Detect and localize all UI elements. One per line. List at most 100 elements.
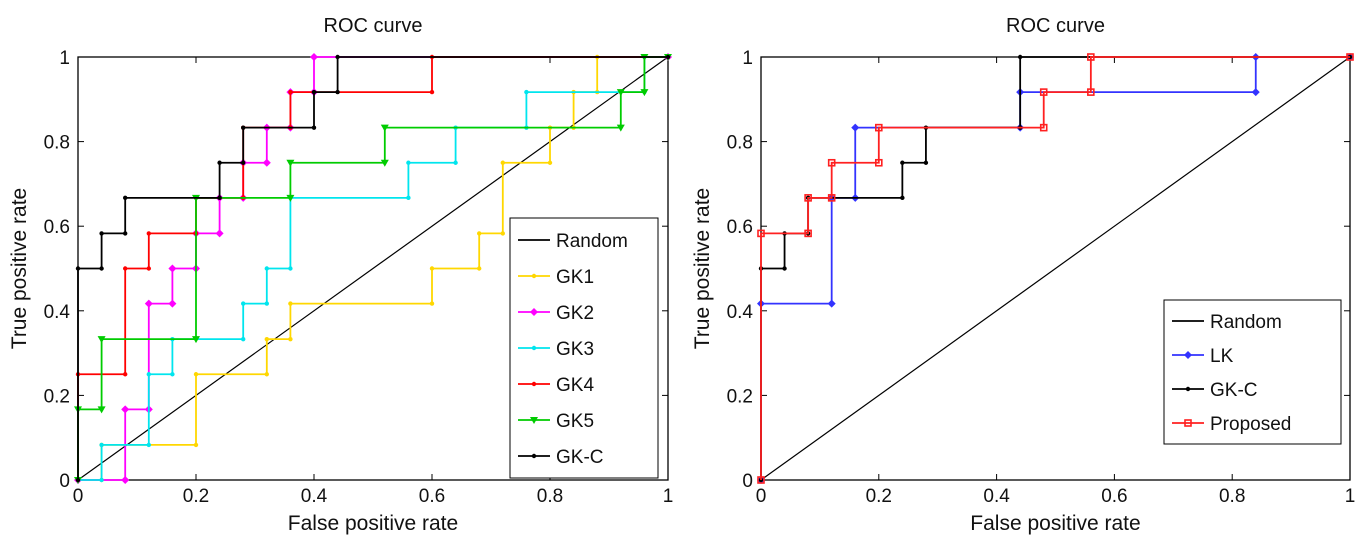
- data-point-gk-c: [311, 125, 317, 130]
- data-point-lk: [851, 123, 860, 132]
- data-point-gk-c: [123, 195, 128, 201]
- legend-entry-random: Random: [518, 231, 628, 252]
- y-tick-label: 0: [59, 471, 70, 492]
- legend-marker: [530, 417, 538, 424]
- legend-marker: [530, 308, 538, 316]
- x-axis-label: False positive rate: [970, 512, 1140, 535]
- legend-marker: [531, 273, 537, 279]
- data-point-gk5: [616, 124, 625, 132]
- roc-chart-right: 0 0.2 0.4 0.6 0.8 1 0 0.2 0.4 0.6 0.8 1 ROC curve Fal…: [691, 15, 1355, 535]
- data-point-gk5: [97, 336, 106, 344]
- data-point-gk5: [380, 124, 389, 132]
- data-point-gk5: [380, 159, 389, 167]
- data-point-gk2: [144, 299, 153, 308]
- data-point-gk4: [123, 266, 128, 271]
- data-point-proposed: [827, 194, 836, 202]
- y-tick-label: 0.4: [727, 302, 754, 323]
- legend-marker: [1185, 386, 1191, 392]
- data-point-gk5: [286, 159, 295, 167]
- data-point-gk-c: [335, 54, 340, 60]
- legend-marker: [531, 453, 537, 459]
- data-point-gk-c: [217, 160, 222, 165]
- data-point-gk3: [264, 301, 269, 306]
- data-point-gk-c: [665, 54, 671, 60]
- series-line-proposed: [760, 56, 1350, 480]
- legend-marker: [1184, 351, 1192, 359]
- data-point-gk4: [288, 89, 293, 95]
- data-point-gk1: [193, 442, 199, 448]
- x-axis-label: False positive rate: [288, 512, 458, 535]
- data-point-gk1: [547, 160, 553, 165]
- data-point-proposed: [804, 194, 812, 202]
- series-line-gk1: [78, 56, 668, 481]
- data-point-gk3: [241, 301, 246, 306]
- x-tick-label: 0.2: [183, 486, 209, 507]
- series-gk1: [75, 54, 671, 483]
- y-axis-label: True positive rate: [691, 188, 714, 349]
- legend-label: GK1: [556, 267, 594, 288]
- data-point-gk-c: [99, 266, 104, 271]
- data-point-gk4: [146, 231, 151, 236]
- data-point-gk5: [192, 336, 200, 344]
- data-point-gk-c: [311, 89, 317, 95]
- data-point-gk2: [310, 53, 318, 61]
- series-line-gk3: [78, 56, 668, 481]
- data-point-proposed: [874, 123, 883, 132]
- data-point-proposed: [757, 229, 765, 238]
- x-tick-label: 0.2: [866, 486, 892, 507]
- legend-entry-gk3: GK3: [518, 339, 594, 360]
- data-point-gk3: [99, 477, 104, 483]
- x-tick-label: 0.6: [419, 486, 445, 507]
- legend-entry-lk: LK: [1172, 346, 1234, 367]
- x-tick-label: 0.6: [1101, 486, 1127, 507]
- data-point-gk3: [146, 372, 151, 377]
- x-tick-label: 0.4: [983, 486, 1010, 507]
- legend-marker: [531, 345, 537, 351]
- data-point-gk3: [453, 160, 458, 165]
- legend-entry-gk5: GK5: [518, 411, 594, 432]
- legend-entry-random: Random: [1172, 312, 1282, 333]
- legend-entry-gk-c: GK-C: [518, 447, 604, 468]
- data-point-gk3: [524, 89, 529, 95]
- legend-marker: [1184, 419, 1192, 427]
- data-point-proposed: [757, 476, 765, 484]
- series-gk3: [75, 54, 671, 483]
- data-point-gk4: [429, 89, 435, 95]
- y-tick-label: 0.2: [44, 386, 70, 407]
- data-point-proposed: [827, 158, 836, 167]
- legend-label: GK-C: [556, 447, 604, 468]
- data-point-gk5: [616, 89, 625, 97]
- x-tick-label: 0.4: [301, 486, 328, 507]
- series-proposed: [757, 53, 1354, 484]
- x-tick-label: 0.8: [537, 486, 563, 507]
- legend-entry-gk2: GK2: [518, 303, 594, 324]
- series-line-random: [760, 56, 1351, 481]
- y-tick-label: 1: [742, 48, 753, 69]
- legend-label: Random: [1210, 312, 1282, 333]
- legend-entry-proposed: Proposed: [1172, 414, 1291, 435]
- data-point-gk-c: [335, 89, 340, 95]
- legend-box: [1163, 299, 1342, 445]
- data-point-gk2: [121, 476, 130, 484]
- data-point-gk1: [264, 372, 269, 377]
- legend-marker: [531, 381, 537, 387]
- data-point-proposed: [1346, 53, 1354, 61]
- data-point-gk-c: [123, 231, 128, 236]
- data-point-gk5: [286, 194, 295, 202]
- data-point-gk1: [477, 266, 482, 271]
- y-tick-label: 0.6: [44, 217, 70, 238]
- data-point-gk-c: [782, 266, 787, 271]
- legend-label: LK: [1210, 346, 1234, 367]
- data-point-gk1: [288, 336, 293, 342]
- data-point-gk-c: [241, 160, 246, 165]
- data-point-gk1: [477, 231, 482, 236]
- y-tick-label: 0: [742, 471, 753, 492]
- legend-label: GK4: [556, 375, 594, 396]
- data-point-gk-c: [900, 160, 905, 165]
- data-point-gk2: [168, 299, 177, 308]
- data-point-gk-c: [241, 125, 246, 130]
- data-point-gk3: [406, 195, 411, 201]
- data-point-gk3: [288, 266, 293, 271]
- data-point-gk-c: [1017, 54, 1023, 60]
